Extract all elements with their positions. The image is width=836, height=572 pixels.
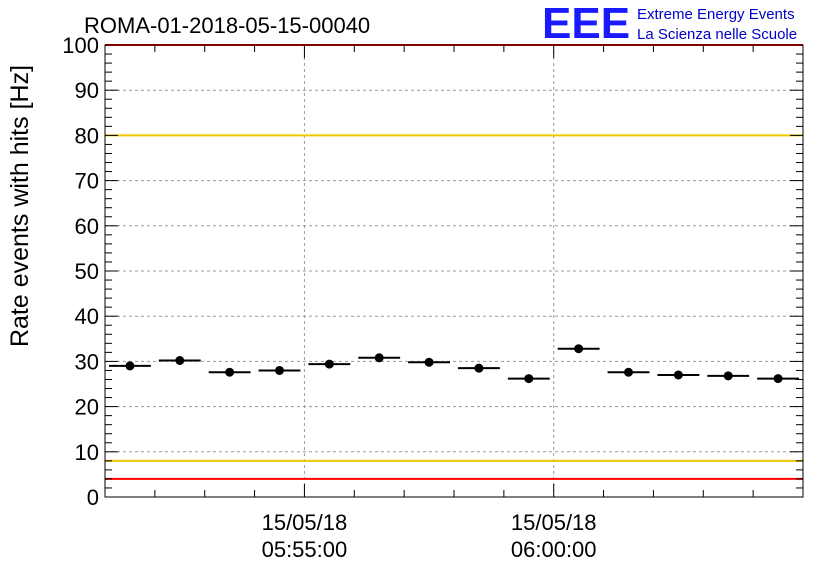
y-axis-ticks: 0 10 20 30 40 50 60 70 80 90 100 [62, 33, 803, 510]
data-point [673, 370, 683, 380]
data-point [324, 359, 334, 369]
x-tick-label-time: 05:55:00 [262, 537, 348, 562]
y-tick-label: 90 [75, 78, 99, 103]
data-point [474, 363, 484, 373]
logo-mark: EEE [542, 0, 630, 48]
data-point [524, 374, 534, 384]
data-point [574, 344, 584, 354]
y-axis-label: Rate events with hits [Hz] [6, 65, 34, 347]
logo-line-2: La Scienza nelle Scuole [637, 26, 797, 43]
data-point [723, 371, 733, 381]
data-point [175, 355, 185, 365]
y-tick-label: 20 [75, 395, 99, 420]
y-tick-label: 70 [75, 169, 99, 194]
chart-title: ROMA-01-2018-05-15-00040 [84, 13, 370, 38]
data-point [624, 367, 633, 377]
data-point [275, 365, 284, 375]
grid [105, 45, 803, 497]
data-point [374, 353, 384, 363]
y-tick-label: 0 [87, 485, 99, 510]
x-tick-label-time: 06:00:00 [511, 537, 597, 562]
y-tick-label: 40 [75, 304, 99, 329]
y-tick-label: 50 [75, 259, 99, 284]
data-point [125, 361, 135, 371]
eee-logo: EEE Extreme Energy Events La Scienza nel… [542, 0, 797, 48]
logo-line-1: Extreme Energy Events [637, 6, 795, 23]
y-tick-label: 10 [75, 440, 99, 465]
y-tick-label: 100 [62, 33, 99, 58]
data-points [109, 344, 799, 384]
y-tick-label: 60 [75, 214, 99, 239]
data-point [225, 367, 235, 377]
x-tick-label-date: 15/05/18 [262, 510, 348, 535]
reference-lines [105, 44, 803, 480]
data-point [424, 357, 434, 367]
data-point [773, 374, 783, 384]
x-tick-label-date: 15/05/18 [511, 510, 597, 535]
y-tick-label: 80 [75, 123, 99, 148]
y-tick-label: 30 [75, 349, 99, 374]
